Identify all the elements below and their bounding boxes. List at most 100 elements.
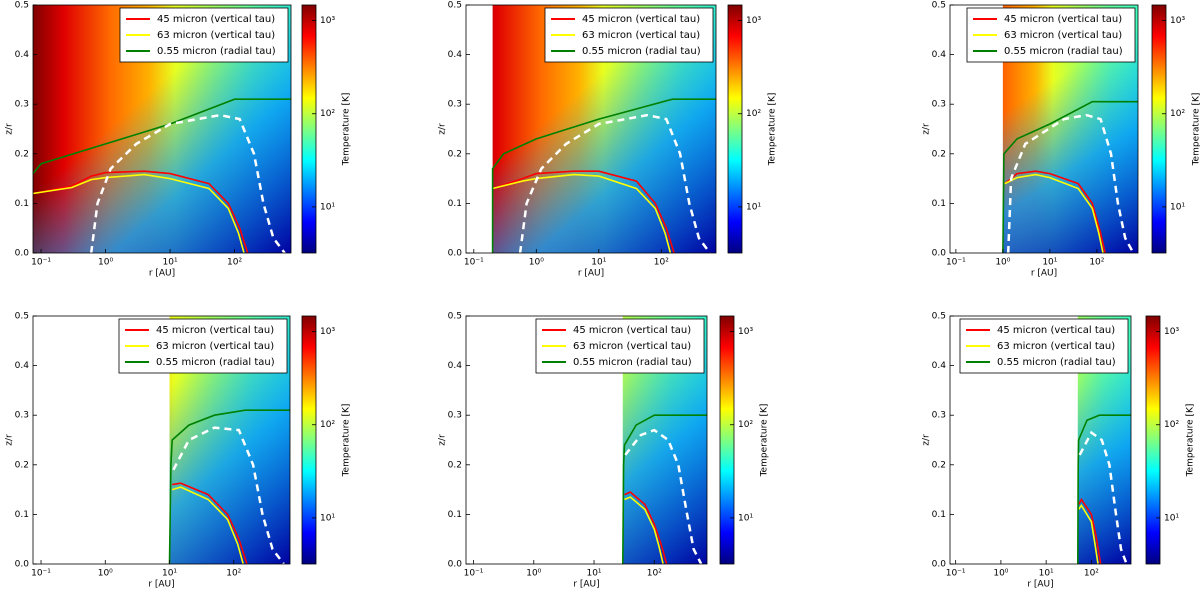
colorbar-label: Temperature [K] [1192, 93, 1200, 167]
colorbar [1151, 4, 1167, 254]
line [1077, 504, 1099, 565]
plot-frame [949, 4, 1139, 254]
x-tick-label: 10¹ [163, 258, 178, 268]
colorbar-tick-label: 10² [738, 420, 753, 430]
x-tick-label: 10⁻¹ [464, 569, 484, 579]
line [622, 414, 707, 565]
x-tick-label: 10⁻¹ [31, 258, 51, 268]
legend-label: 0.55 micron (radial tau) [1004, 46, 1123, 57]
y-tick-label: 0.0 [15, 249, 30, 259]
x-tick-label: 10⁰ [995, 258, 1010, 268]
legend-label: 63 micron (vertical tau) [582, 30, 700, 41]
colorbar-tick-label: 10³ [1170, 16, 1185, 26]
colorbar-tick-label: 10² [320, 420, 335, 430]
x-tick-label: 10² [1089, 258, 1104, 268]
x-tick-label: 10² [226, 569, 241, 579]
y-tick-label: 0.1 [448, 510, 462, 520]
y-tick-label: 0.1 [15, 510, 29, 520]
y-tick-label: 0.4 [448, 50, 463, 60]
y-tick-label: 0.4 [932, 50, 947, 60]
colorbar-tick-label: 10¹ [320, 202, 335, 212]
plot-frame [32, 315, 291, 565]
legend-label: 45 micron (vertical tau) [157, 14, 275, 25]
colorbar-label: Temperature [K] [342, 93, 352, 167]
colorbar [301, 4, 317, 254]
y-tick-label: 0.5 [448, 1, 462, 11]
y-tick-label: 0.4 [15, 50, 30, 60]
colorbar-label: Temperature [K] [760, 404, 770, 478]
colorbar-tick-label: 10¹ [746, 202, 761, 212]
colorbar-tick-label: 10² [1164, 420, 1179, 430]
y-tick-label: 0.1 [932, 199, 946, 209]
dashed-line [172, 426, 285, 565]
y-tick-label: 0.0 [448, 249, 463, 259]
y-tick-label: 0.1 [15, 199, 29, 209]
plot-frame [465, 4, 717, 254]
line [1004, 173, 1104, 254]
dashed-line [89, 113, 286, 254]
y-tick-label: 0.2 [15, 149, 29, 159]
y-axis-label: z/r [5, 123, 15, 135]
colorbar [727, 4, 743, 254]
legend-label: 45 micron (vertical tau) [573, 325, 691, 336]
y-tick-label: 0.3 [932, 100, 946, 110]
colorbar-tick-label: 10¹ [320, 513, 335, 523]
colorbar [301, 315, 317, 565]
dashed-line [1078, 430, 1128, 565]
y-tick-label: 0.2 [448, 149, 462, 159]
x-axis-label: r [AU] [149, 269, 175, 279]
x-tick-label: 10¹ [591, 258, 606, 268]
colorbar-tick-label: 10³ [746, 16, 761, 26]
line [171, 486, 244, 565]
line [624, 491, 668, 565]
x-tick-label: 10⁰ [529, 258, 544, 268]
legend-label: 0.55 micron (radial tau) [997, 357, 1116, 368]
dashed-line [518, 113, 711, 254]
y-tick-label: 0.3 [15, 100, 29, 110]
y-tick-label: 0.2 [932, 460, 946, 470]
x-tick-label: 10⁰ [993, 569, 1008, 579]
x-axis-label: r [AU] [1027, 580, 1053, 590]
legend-label: 45 micron (vertical tau) [1004, 14, 1122, 25]
x-tick-label: 10⁻¹ [946, 569, 966, 579]
y-tick-label: 0.3 [448, 411, 462, 421]
x-tick-label: 10⁰ [98, 258, 113, 268]
dashed-line [624, 428, 703, 565]
y-tick-label: 0.5 [932, 312, 946, 322]
legend-label: 63 micron (vertical tau) [156, 341, 274, 352]
legend-label: 63 micron (vertical tau) [573, 341, 691, 352]
y-tick-label: 0.3 [932, 411, 946, 421]
y-axis-label: z/r [922, 434, 932, 446]
x-axis-label: r [AU] [148, 580, 174, 590]
line [168, 409, 290, 565]
plot-frame [465, 315, 708, 565]
x-tick-label: 10⁻¹ [31, 569, 51, 579]
legend-label: 0.55 micron (radial tau) [573, 357, 692, 368]
legend-label: 45 micron (vertical tau) [582, 14, 700, 25]
y-tick-label: 0.5 [448, 312, 462, 322]
line [491, 98, 716, 253]
line [32, 170, 249, 254]
colorbar-tick-label: 10³ [320, 16, 335, 26]
x-tick-label: 10² [227, 258, 242, 268]
y-axis-label: z/r [922, 123, 932, 135]
y-axis-label: z/r [438, 123, 448, 135]
legend-label: 0.55 micron (radial tau) [582, 46, 701, 57]
colorbar-label: Temperature [K] [1186, 404, 1196, 478]
x-tick-label: 10⁰ [98, 569, 113, 579]
y-tick-label: 0.2 [448, 460, 462, 470]
line [1077, 414, 1131, 565]
y-axis-label: z/r [5, 434, 15, 446]
legend-label: 0.55 micron (radial tau) [157, 46, 276, 57]
line [32, 173, 245, 254]
y-tick-label: 0.0 [15, 560, 30, 570]
colorbar-tick-label: 10² [320, 109, 335, 119]
line [32, 98, 291, 175]
legend-label: 63 micron (vertical tau) [1004, 30, 1122, 41]
colorbar [1145, 315, 1161, 565]
x-tick-label: 10⁻¹ [946, 258, 966, 268]
legend-label: 45 micron (vertical tau) [156, 325, 274, 336]
y-tick-label: 0.2 [932, 149, 946, 159]
line [1002, 100, 1138, 254]
